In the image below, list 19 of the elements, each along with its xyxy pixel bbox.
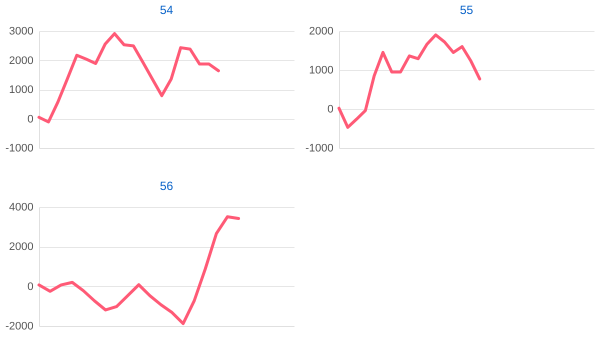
y-tick-label: 0	[327, 104, 334, 116]
line-series	[38, 32, 220, 124]
y-tick-label: -2000	[5, 320, 34, 332]
chart-title: 54	[160, 3, 174, 17]
y-tick-label: 1000	[9, 84, 34, 96]
y-tick-label: 1000	[309, 64, 334, 76]
line-series	[338, 33, 482, 129]
line-series	[38, 215, 240, 326]
y-tick-label: 0	[27, 280, 34, 293]
y-tick-label: -1000	[5, 142, 34, 154]
y-tick-label: 4000	[9, 202, 34, 214]
y-tick-label: 2000	[9, 241, 34, 254]
y-tick-label: -1000	[305, 142, 334, 154]
y-tick-label: 2000	[309, 26, 334, 38]
y-tick-label: 0	[27, 113, 34, 126]
chart-title: 56	[160, 179, 174, 193]
y-tick-label: 2000	[9, 54, 34, 67]
y-tick-label: 3000	[9, 26, 34, 38]
chart-title: 55	[460, 3, 474, 17]
